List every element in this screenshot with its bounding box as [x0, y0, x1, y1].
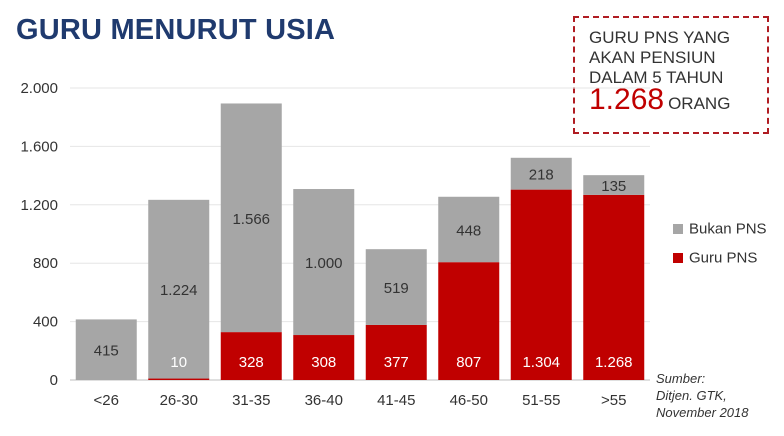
- callout-value: 1.268: [589, 83, 665, 116]
- page-title: GURU MENURUT USIA: [16, 14, 336, 46]
- data-label-bukan-pns: 1.566: [232, 211, 270, 228]
- bar-guru-pns: [583, 194, 645, 380]
- bar-bukan-pns: [438, 196, 500, 263]
- x-tick-label: 31-35: [232, 392, 270, 409]
- callout-line-1: GURU PNS YANG: [589, 28, 731, 47]
- legend-item-bukan-pns: Bukan PNS: [673, 220, 767, 238]
- bar-guru-pns: [510, 189, 572, 380]
- source-line-2: Ditjen. GTK,: [656, 388, 727, 403]
- source-line-3: November 2018: [656, 405, 749, 420]
- y-tick-label: 0: [50, 372, 58, 389]
- data-label-bukan-pns: 415: [94, 343, 119, 360]
- bar-guru-pns: [365, 324, 427, 380]
- legend-swatch-guru-pns: [673, 253, 683, 264]
- data-label-bukan-pns: 519: [384, 280, 409, 297]
- x-tick-label: 46-50: [450, 392, 488, 409]
- data-label-guru-pns: 308: [311, 354, 336, 371]
- bar-bukan-pns: [293, 189, 355, 336]
- callout-unit: ORANG: [668, 94, 731, 113]
- callout-line-3: DALAM 5 TAHUN: [589, 68, 724, 87]
- data-label-bukan-pns: 135: [601, 178, 626, 195]
- legend-label-guru-pns: Guru PNS: [689, 249, 758, 267]
- data-label-guru-pns: 377: [384, 354, 409, 371]
- bar-guru-pns: [438, 262, 500, 380]
- y-tick-label: 1.600: [20, 138, 58, 155]
- y-tick-label: 2.000: [20, 80, 58, 97]
- data-label-bukan-pns: 1.224: [160, 282, 198, 299]
- legend-item-guru-pns: Guru PNS: [673, 249, 757, 267]
- bar-bukan-pns: [510, 157, 572, 190]
- retirement-callout: GURU PNS YANG AKAN PENSIUN DALAM 5 TAHUN…: [573, 16, 769, 134]
- y-tick-label: 800: [33, 255, 58, 272]
- data-label-guru-pns: 1.268: [595, 354, 633, 371]
- bar-bukan-pns: [148, 199, 210, 379]
- bar-guru-pns: [220, 332, 282, 380]
- data-label-guru-pns: 807: [456, 354, 481, 371]
- bar-guru-pns: [293, 335, 355, 380]
- x-tick-label: <26: [94, 392, 119, 409]
- legend-label-bukan-pns: Bukan PNS: [689, 220, 767, 238]
- source-line-1: Sumber:: [656, 371, 706, 386]
- bar-bukan-pns: [583, 175, 645, 195]
- bar-bukan-pns: [365, 249, 427, 325]
- y-tick-label: 1.200: [20, 197, 58, 214]
- callout-line-2: AKAN PENSIUN: [589, 48, 716, 67]
- data-label-guru-pns: 10: [170, 354, 187, 371]
- x-tick-label: 26-30: [160, 392, 198, 409]
- bar-bukan-pns: [75, 319, 137, 380]
- data-label-guru-pns: 1.304: [522, 354, 560, 371]
- legend-swatch-bukan-pns: [673, 224, 683, 235]
- data-label-bukan-pns: 448: [456, 222, 481, 239]
- bar-guru-pns: [148, 378, 210, 380]
- y-tick-label: 400: [33, 314, 58, 331]
- data-label-guru-pns: 328: [239, 354, 264, 371]
- x-tick-label: 51-55: [522, 392, 560, 409]
- source-note: Sumber: Ditjen. GTK, November 2018: [656, 370, 749, 421]
- x-tick-label: 36-40: [305, 392, 343, 409]
- x-tick-label: >55: [601, 392, 626, 409]
- data-label-bukan-pns: 1.000: [305, 255, 343, 272]
- x-tick-label: 41-45: [377, 392, 415, 409]
- data-label-bukan-pns: 218: [529, 167, 554, 184]
- bar-bukan-pns: [220, 103, 282, 333]
